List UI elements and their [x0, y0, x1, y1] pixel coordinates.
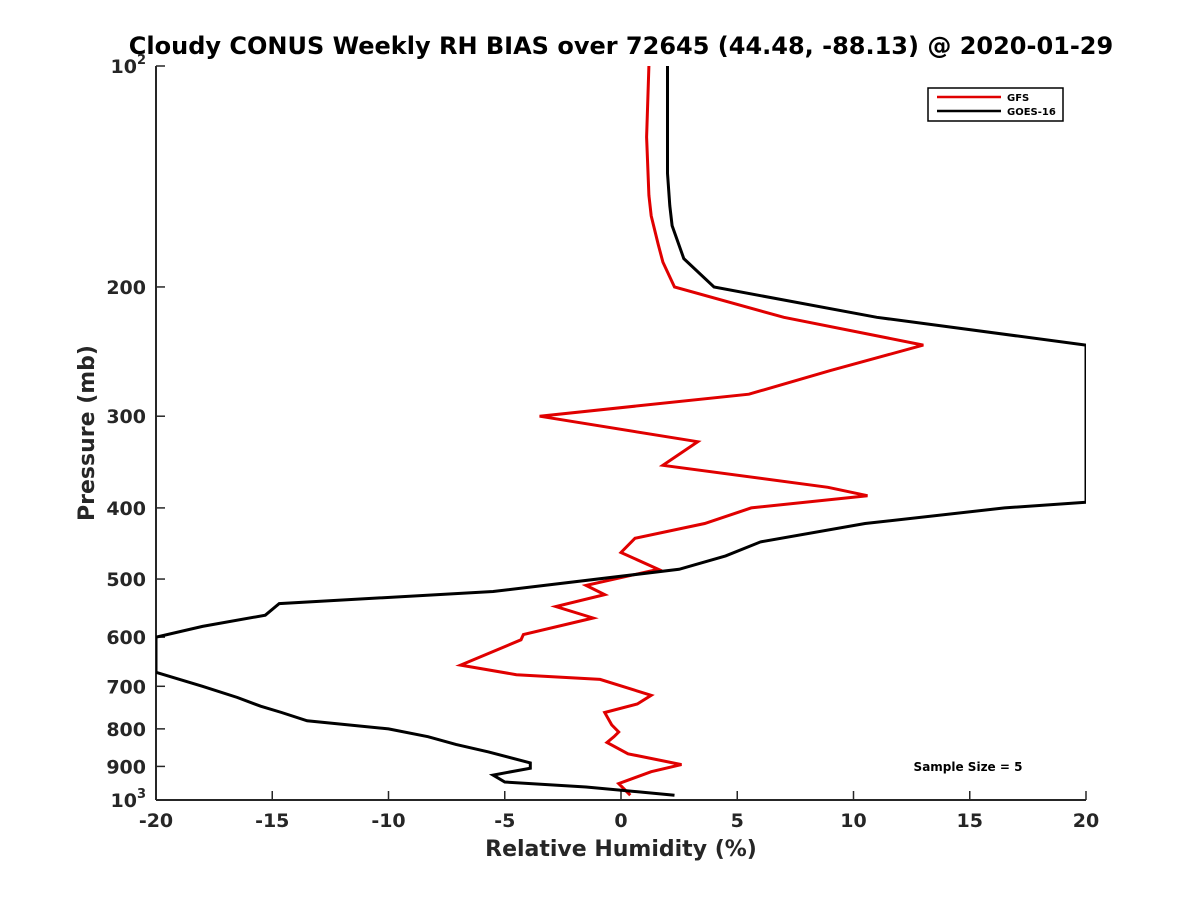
legend-label: GOES-16 [1007, 107, 1056, 118]
y-tick-label: 900 [106, 756, 146, 778]
y-axis-ticks: 102 200 300 400 500 600 700 800 900 103 [106, 53, 165, 812]
y-axis-label: Pressure (mb) [75, 345, 100, 521]
x-tick-label: -10 [371, 810, 405, 832]
plot-area [155, 66, 1086, 801]
x-tick-label: -15 [255, 810, 289, 832]
series-layer [156, 66, 1086, 797]
x-tick-label: 15 [957, 810, 983, 832]
y-tick-label: 103 [111, 787, 147, 812]
x-tick-label: 10 [840, 810, 866, 832]
legend: GFS GOES-16 [927, 87, 1064, 122]
y-tick-label: 200 [106, 277, 146, 299]
y-tick-label: 700 [106, 676, 146, 698]
sample-size-annotation: Sample Size = 5 [914, 760, 1023, 774]
x-axis-label: Relative Humidity (%) [485, 837, 757, 862]
legend-box [927, 87, 1064, 122]
y-tick-label: 102 [111, 53, 147, 78]
chart-title: Cloudy CONUS Weekly RH BIAS over 72645 (… [129, 32, 1113, 60]
y-tick-label: 300 [106, 406, 146, 428]
x-tick-label: 0 [614, 810, 627, 832]
y-tick-label: 800 [106, 719, 146, 741]
series-line-gfs [455, 66, 924, 797]
y-tick-label: 400 [106, 498, 146, 520]
y-tick-label: 600 [106, 627, 146, 649]
legend-label: GFS [1007, 93, 1029, 104]
x-tick-label: 20 [1073, 810, 1099, 832]
x-tick-label: 5 [731, 810, 744, 832]
y-tick-label: 500 [106, 569, 146, 591]
x-tick-label: -5 [494, 810, 515, 832]
series-line-goes-16 [156, 66, 1086, 797]
x-axis-ticks: -20 -15 -10 -5 0 5 10 15 20 [139, 791, 1099, 832]
x-tick-label: -20 [139, 810, 173, 832]
